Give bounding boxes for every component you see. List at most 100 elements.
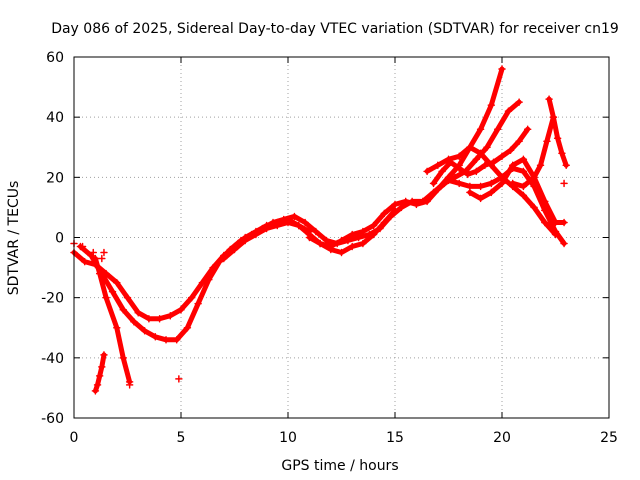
data-point (551, 227, 560, 236)
data-point (177, 305, 185, 314)
data-point (551, 218, 560, 227)
data-point (194, 299, 202, 308)
x-tick-label: 5 (177, 430, 186, 446)
data-point (290, 212, 299, 221)
data-point (130, 317, 138, 326)
data-point (508, 161, 517, 170)
data-point (515, 137, 523, 145)
data-point (541, 218, 549, 227)
data-point (348, 230, 356, 239)
data-point (93, 381, 102, 389)
data-point (380, 209, 389, 218)
data-point (549, 113, 558, 121)
data-point (166, 311, 175, 320)
data-point (284, 218, 292, 227)
data-point (380, 218, 389, 227)
x-tick-label: 0 (70, 430, 79, 446)
data-point (98, 254, 106, 263)
data-point (476, 149, 485, 158)
y-tick-label: -40 (41, 351, 64, 367)
data-point (337, 248, 346, 257)
data-point (545, 95, 553, 103)
data-point (123, 293, 132, 302)
data-point (515, 98, 523, 106)
data-point (151, 333, 160, 341)
data-point (464, 170, 472, 179)
data-point (487, 188, 496, 197)
chart-title: Day 086 of 2025, Sidereal Day-to-day VTE… (51, 21, 619, 37)
y-tick-label: 20 (46, 170, 64, 186)
data-point (558, 149, 566, 158)
series-line-sat-g (431, 126, 531, 186)
x-tick-label: 10 (279, 430, 297, 446)
data-point (455, 179, 463, 188)
data-point (98, 363, 106, 371)
data-point (451, 173, 459, 182)
data-point (519, 167, 528, 176)
data-point (316, 239, 324, 248)
data-point (438, 167, 446, 176)
data-point (348, 242, 356, 251)
data-point (100, 248, 108, 257)
data-point (487, 179, 496, 188)
data-point (472, 155, 481, 164)
y-axis-label: SDTVAR / TECUs (6, 181, 22, 296)
data-point (419, 197, 427, 206)
data-point (183, 324, 192, 332)
data-point (305, 233, 314, 242)
data-point (530, 203, 538, 212)
y-tick-label: 0 (55, 231, 64, 247)
data-point (466, 143, 474, 151)
data-point (476, 182, 485, 191)
data-point (113, 278, 121, 287)
data-point (344, 236, 352, 245)
data-point (119, 354, 127, 362)
x-tick-label: 20 (493, 430, 511, 446)
data-point (541, 197, 549, 206)
data-point (391, 206, 399, 215)
data-point (476, 194, 485, 203)
data-point (466, 188, 474, 197)
data-point (102, 293, 110, 302)
data-point (327, 245, 335, 254)
data-point (134, 308, 142, 317)
data-point (498, 152, 506, 161)
data-point (305, 227, 314, 236)
y-tick-label: -60 (41, 411, 64, 427)
data-point (466, 182, 474, 191)
data-point (472, 167, 481, 176)
x-tick-label: 25 (600, 430, 618, 446)
data-point (145, 314, 153, 323)
data-point (519, 182, 528, 191)
data-point (523, 125, 532, 133)
data-point (483, 143, 491, 151)
data-point (162, 336, 170, 344)
data-point (78, 242, 87, 251)
series-line-sat-k (510, 114, 556, 189)
data-point (444, 176, 453, 185)
data-point (391, 200, 399, 209)
data-point (560, 179, 568, 188)
data-point (493, 125, 502, 133)
data-point (322, 236, 331, 245)
data-point (252, 230, 260, 239)
series-line-sat-b (77, 99, 522, 343)
data-point (536, 161, 545, 170)
data-point (562, 161, 570, 170)
data-point (215, 257, 224, 266)
data-point (487, 161, 496, 170)
data-point (359, 239, 367, 248)
data-point (369, 221, 378, 230)
data-point (455, 152, 463, 161)
data-point (369, 230, 378, 239)
data-point (397, 203, 406, 212)
data-point (80, 257, 89, 266)
data-point (553, 134, 562, 142)
data-point (241, 236, 249, 245)
data-point (476, 125, 485, 133)
data-point (91, 387, 100, 395)
data-point (91, 254, 100, 263)
data-point (487, 101, 496, 109)
data-point (434, 161, 442, 170)
data-point (175, 375, 183, 383)
